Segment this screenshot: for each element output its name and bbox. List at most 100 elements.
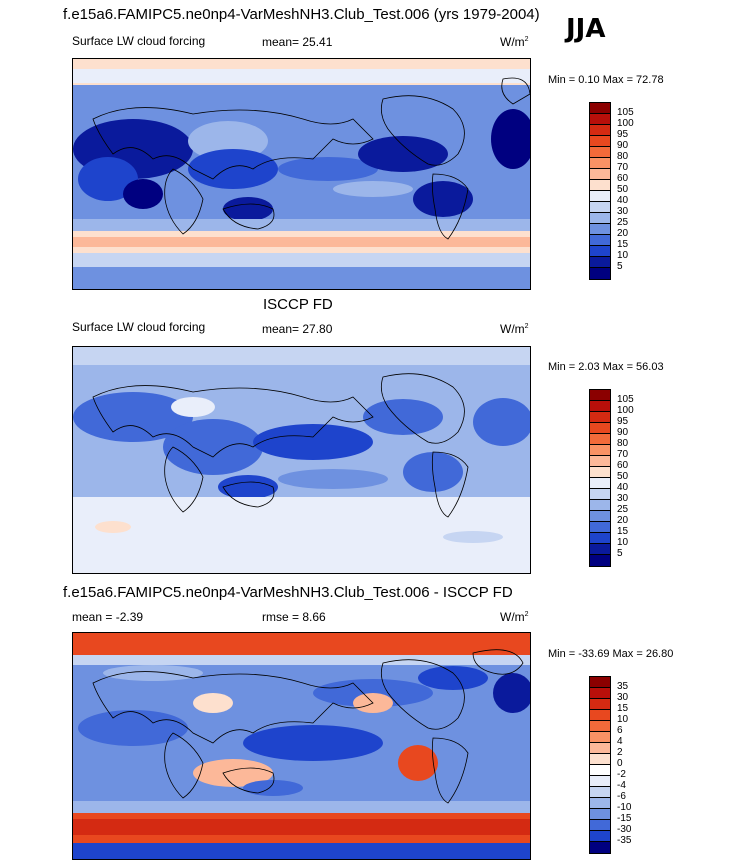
- cb-label: -15: [617, 813, 632, 824]
- panel2-units: W/m2: [500, 322, 529, 336]
- cb-label: 100: [617, 118, 634, 129]
- cb-label: 90: [617, 427, 629, 438]
- panel2-colorbar-box: [590, 467, 610, 478]
- panel1-colorbar-box: [590, 268, 610, 279]
- panel1-colorbar-box: [590, 180, 610, 191]
- cb-label: 10: [617, 537, 629, 548]
- cb-label: 25: [617, 504, 629, 515]
- panel3-colorbar-box: [590, 787, 610, 798]
- panel3-colorbar-box: [590, 743, 610, 754]
- cb-label: 6: [617, 725, 623, 736]
- panel1-colorbar-box: [590, 169, 610, 180]
- cb-label: 60: [617, 173, 629, 184]
- cb-label: 105: [617, 107, 634, 118]
- panel3-mean-label: mean = -2.39: [72, 610, 144, 624]
- panel3-colorbar-box: [590, 677, 610, 688]
- panel3-colorbar-box: [590, 842, 610, 853]
- cb-label: 95: [617, 416, 629, 427]
- panel2-colorbar-box: [590, 489, 610, 500]
- cb-label: -6: [617, 791, 626, 802]
- panel3-colorbar-box: [590, 831, 610, 842]
- panel1-field-label: Surface LW cloud forcing: [72, 34, 206, 48]
- panel3-colorbar-box: [590, 765, 610, 776]
- panel3-map: [72, 632, 531, 860]
- panel3-colorbar-box: [590, 754, 610, 765]
- panel1-colorbar-box: [590, 158, 610, 169]
- season-label: JJA: [566, 14, 606, 44]
- cb-label: 25: [617, 217, 629, 228]
- panel1-mean-label: mean= 25.41: [262, 35, 333, 49]
- cb-label: 95: [617, 129, 629, 140]
- panel3-colorbar-box: [590, 699, 610, 710]
- cb-label: 15: [617, 526, 629, 537]
- panel1-units: W/m2: [500, 35, 529, 49]
- panel1-colorbar-box: [590, 224, 610, 235]
- cb-label: 50: [617, 184, 629, 195]
- cb-label: -35: [617, 835, 632, 846]
- panel1-colorbar: [589, 102, 611, 280]
- panel2-colorbar-box: [590, 555, 610, 566]
- panel3-colorbar-box: [590, 798, 610, 809]
- cb-label: 35: [617, 681, 629, 692]
- panel3-colorbar-box: [590, 820, 610, 831]
- panel2-colorbar-box: [590, 401, 610, 412]
- cb-label: 50: [617, 471, 629, 482]
- panel3-colorbar: [589, 676, 611, 854]
- cb-label: 90: [617, 140, 629, 151]
- panel2-colorbar-box: [590, 434, 610, 445]
- panel1-map-field: [73, 59, 530, 289]
- panel1-colorbar-box: [590, 213, 610, 224]
- cb-label: 20: [617, 515, 629, 526]
- panel3-map-field: [73, 633, 530, 859]
- panel3-colorbar-box: [590, 809, 610, 820]
- panel2-colorbar-box: [590, 412, 610, 423]
- cb-label: 40: [617, 195, 629, 206]
- cb-label: 100: [617, 405, 634, 416]
- panel1-colorbar-box: [590, 202, 610, 213]
- cb-label: 80: [617, 438, 629, 449]
- cb-label: 60: [617, 460, 629, 471]
- cb-label: -10: [617, 802, 632, 813]
- panel1-colorbar-box: [590, 246, 610, 257]
- panel3-colorbar-box: [590, 688, 610, 699]
- panel3-colorbar-box: [590, 776, 610, 787]
- panel3-units: W/m2: [500, 610, 529, 624]
- cb-label: 5: [617, 261, 623, 272]
- cb-label: 10: [617, 714, 629, 725]
- cb-label: 80: [617, 151, 629, 162]
- panel1-colorbar-box: [590, 147, 610, 158]
- panel1-colorbar-box: [590, 103, 610, 114]
- cb-label: 4: [617, 736, 623, 747]
- cb-label: 70: [617, 162, 629, 173]
- cb-label: 105: [617, 394, 634, 405]
- panel2-minmax: Min = 2.03 Max = 56.03: [548, 361, 664, 373]
- panel3-rmse-label: rmse = 8.66: [262, 610, 326, 624]
- cb-label: -2: [617, 769, 626, 780]
- panel2-colorbar-box: [590, 544, 610, 555]
- panel2-map: [72, 346, 531, 574]
- cb-label: -4: [617, 780, 626, 791]
- panel3-colorbar-box: [590, 732, 610, 743]
- panel2-colorbar-box: [590, 456, 610, 467]
- panel1-colorbar-box: [590, 235, 610, 246]
- panel2-colorbar-box: [590, 445, 610, 456]
- panel3-colorbar-box: [590, 721, 610, 732]
- cb-label: 10: [617, 250, 629, 261]
- panel1-colorbar-box: [590, 257, 610, 268]
- panel1-map: [72, 58, 531, 290]
- panel2-colorbar: [589, 389, 611, 567]
- panel2-title: ISCCP FD: [263, 296, 333, 313]
- panel1-title: f.e15a6.FAMIPC5.ne0np4-VarMeshNH3.Club_T…: [63, 6, 540, 23]
- panel2-colorbar-box: [590, 511, 610, 522]
- panel2-colorbar-box: [590, 522, 610, 533]
- panel2-colorbar-box: [590, 423, 610, 434]
- cb-label: 15: [617, 703, 629, 714]
- panel1-colorbar-box: [590, 136, 610, 147]
- cb-label: 30: [617, 493, 629, 504]
- cb-label: 70: [617, 449, 629, 460]
- panel1-minmax: Min = 0.10 Max = 72.78: [548, 74, 664, 86]
- panel3-colorbar-box: [590, 710, 610, 721]
- panel2-map-field: [73, 347, 530, 573]
- panel1-colorbar-box: [590, 114, 610, 125]
- cb-label: 2: [617, 747, 623, 758]
